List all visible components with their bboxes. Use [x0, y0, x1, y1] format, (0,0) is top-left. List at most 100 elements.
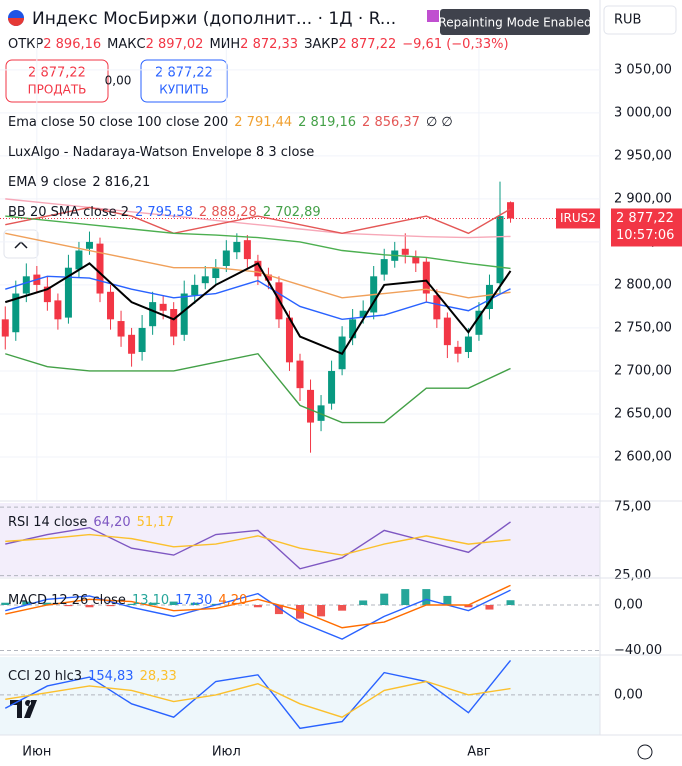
- candle-body: [159, 303, 167, 311]
- candle-body: [96, 243, 104, 294]
- candle-body: [475, 310, 483, 335]
- currency[interactable]: RUB: [614, 13, 641, 28]
- candle-body: [149, 302, 157, 327]
- candle-body: [454, 346, 462, 354]
- buy-button[interactable]: [140, 59, 228, 103]
- indicator-line: [4, 262, 512, 355]
- candle-body: [170, 309, 178, 337]
- legend: LuxAlgo - Nadaraya-Watson Envelope 8 3 c…: [8, 145, 314, 160]
- ohlc-label: ЗАКР: [304, 37, 338, 52]
- candle-body: [328, 370, 336, 404]
- x-tick-label: Авг: [467, 745, 491, 760]
- buy-label[interactable]: КУПИТЬ: [159, 83, 208, 97]
- candle-body: [54, 300, 62, 320]
- histogram-bar: [380, 593, 389, 605]
- y-tick-label: 2 700,00: [614, 363, 672, 378]
- candle-body: [85, 241, 93, 249]
- buy-price[interactable]: 2 877,22: [155, 66, 213, 81]
- cci-band: [0, 657, 600, 735]
- candle-body: [22, 276, 30, 294]
- histogram-bar: [506, 600, 515, 605]
- candle-body: [380, 259, 388, 275]
- legend-value: 2 702,89: [263, 205, 321, 220]
- candle-body: [138, 327, 146, 353]
- legend-label: CCI 20 hlc3: [8, 669, 82, 684]
- y-tick-label: 3 050,00: [614, 62, 672, 77]
- legend-value: 2 816,21: [92, 175, 150, 190]
- candle-body: [107, 291, 115, 320]
- indicator-line: [5, 352, 511, 424]
- legend-value: 2 795,58: [135, 205, 193, 220]
- countdown: 10:57:06: [616, 228, 674, 243]
- symbol-title: Индекс МосБиржи (дополнит... · 1Д · R...: [32, 9, 396, 29]
- legend: Ema close 50 close 100 close 200 2 791,44…: [8, 115, 453, 130]
- candle-body: [317, 405, 325, 421]
- candle-body: [243, 240, 251, 260]
- indicator-line: [5, 589, 511, 640]
- sell-button[interactable]: [5, 59, 109, 103]
- ohlc-value: 2 896,16: [43, 37, 101, 52]
- ohlc-value: 2 877,22: [338, 37, 396, 52]
- settings-icon[interactable]: [637, 744, 653, 760]
- legend-value: 28,33: [140, 669, 177, 684]
- flag-icon-red: [8, 18, 24, 26]
- sell-price[interactable]: 2 877,22: [28, 66, 86, 81]
- indicator-icon: [427, 10, 439, 22]
- price-tag: 2 877,22: [616, 211, 674, 226]
- histogram-bar: [253, 605, 262, 608]
- candle-body: [222, 250, 230, 266]
- candle-body: [64, 267, 72, 318]
- candle-body: [412, 256, 420, 264]
- candle-body: [233, 241, 241, 253]
- badge-bg: [440, 9, 590, 35]
- legend-value: 17,30: [175, 593, 212, 608]
- histogram-bar: [464, 605, 473, 608]
- histogram-bar: [190, 602, 199, 605]
- y-tick-label: 2 600,00: [614, 449, 672, 464]
- histogram-bar: [485, 605, 494, 610]
- symbol-tag: IRUS2: [560, 211, 596, 225]
- y-tick-label: 0,00: [614, 687, 643, 702]
- spread: 0,00: [105, 74, 132, 88]
- indicator-line: [5, 206, 511, 235]
- histogram-bar: [274, 605, 283, 615]
- y-tick-label: 2 950,00: [614, 148, 672, 163]
- histogram-bar: [169, 601, 178, 605]
- legend: CCI 20 hlc3 154,83 28,33: [8, 669, 177, 684]
- y-tick-label: 2 900,00: [614, 191, 672, 206]
- candle-body: [285, 317, 293, 363]
- legend-value: 154,83: [88, 669, 134, 684]
- candle-body: [507, 202, 515, 219]
- legend: RSI 14 close 64,20 51,17: [8, 515, 174, 530]
- change: −9,61 (−0,33%): [402, 37, 508, 52]
- legend-label: BB 20 SMA close 2: [8, 205, 129, 220]
- candle-body: [12, 293, 20, 333]
- candle-body: [128, 334, 136, 354]
- y-tick-label: 25,00: [614, 568, 651, 583]
- histogram-bar: [422, 589, 431, 605]
- candle-body: [212, 267, 220, 279]
- price-tag-bg: [611, 208, 682, 247]
- legend-value: 2 888,28: [199, 205, 257, 220]
- legend-label: Ema close 50 close 100 close 200: [8, 115, 228, 130]
- candle-body: [422, 261, 430, 294]
- legend-label: RSI 14 close: [8, 515, 87, 530]
- indicator-line: [5, 680, 511, 718]
- indicator-line: [5, 215, 511, 270]
- candle-body: [359, 310, 367, 318]
- currency-box[interactable]: [603, 5, 677, 35]
- indicator-line: [5, 584, 511, 629]
- histogram-bar: [85, 605, 94, 608]
- collapse-button[interactable]: [3, 229, 39, 259]
- candle-body: [180, 293, 188, 335]
- y-tick-label: 2 750,00: [614, 320, 672, 335]
- sell-label[interactable]: ПРОДАТЬ: [28, 83, 87, 97]
- histogram-bar: [443, 595, 452, 605]
- candle-body: [296, 360, 304, 389]
- legend-value: 51,17: [137, 515, 174, 530]
- legend-value: 4,20: [218, 593, 247, 608]
- candle-body: [43, 286, 51, 303]
